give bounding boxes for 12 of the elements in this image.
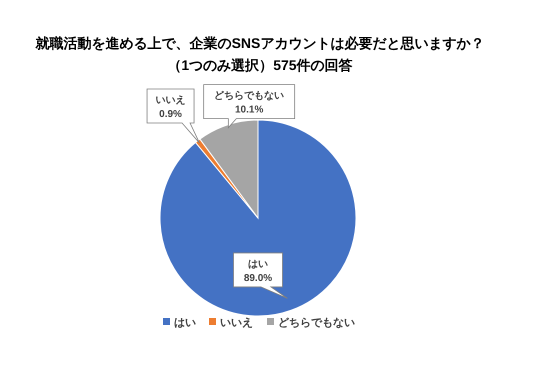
slice-label: どちらでもない — [214, 90, 284, 102]
chart-subtitle: （1つのみ選択）575件の回答 — [167, 57, 353, 73]
legend-label: いいえ — [220, 317, 253, 329]
slice-label: はい — [248, 258, 268, 270]
chart-title: 就職活動を進める上で、企業のSNSアカウントは必要だと思いますか？ — [34, 35, 484, 51]
legend-label: どちらでもない — [278, 317, 355, 329]
data-label: 89.0% — [244, 272, 272, 284]
data-label: 0.9% — [159, 108, 182, 120]
slice-label: いいえ — [156, 94, 186, 106]
legend-label: はい — [174, 317, 196, 329]
pie-slice — [160, 120, 356, 316]
data-label: 10.1% — [235, 104, 264, 116]
